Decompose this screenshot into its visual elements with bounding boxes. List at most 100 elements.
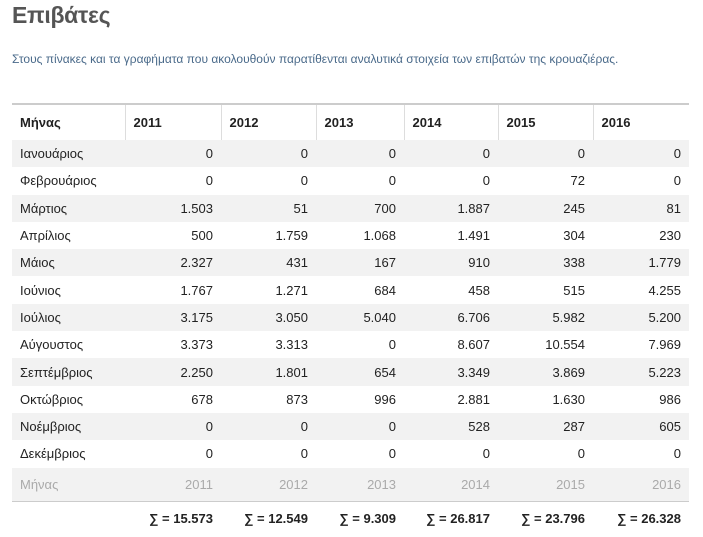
- table-row: Μάιος 2.327 431 167 910 338 1.779: [12, 249, 689, 277]
- value-cell: 0: [404, 140, 498, 168]
- value-cell: 0: [300, 446, 308, 462]
- value-cell: 304: [563, 228, 585, 244]
- month-cell: Σεπτέμβριος: [12, 358, 125, 386]
- table-row: Απρίλιος 500 1.759 1.068 1.491 304 230: [12, 222, 689, 249]
- total-cell: ∑ = 26.328: [593, 500, 689, 536]
- table-row: Σεπτέμβριος 2.250 1.801 654 3.349 3.869 5.223: [12, 358, 689, 386]
- table-row: Αύγουστος 3.373 3.313 0 8.607 10.554 7.969: [12, 331, 689, 358]
- column-header: 2012: [220, 103, 316, 140]
- month-cell: Αύγουστος: [20, 337, 84, 353]
- value-cell: 3.313: [275, 337, 308, 353]
- value-cell: 72: [570, 173, 585, 189]
- value-cell: 0: [593, 140, 689, 168]
- table-row: Νοέμβριος 0 0 0 528 287 605: [12, 412, 689, 441]
- value-cell: 654: [316, 358, 404, 386]
- value-cell: 700: [316, 194, 404, 222]
- value-cell: 0: [482, 173, 490, 189]
- table-row: Φεβρουάριος 0 0 0 0 72 0: [12, 167, 689, 194]
- value-cell: 2.881: [457, 391, 490, 407]
- month-cell: Οκτώβριος: [20, 391, 83, 407]
- value-cell: 230: [659, 228, 681, 244]
- value-cell: 0: [388, 173, 396, 189]
- column-header: 2016: [592, 103, 689, 140]
- value-cell: 2.250: [125, 358, 221, 386]
- value-cell: 605: [593, 412, 689, 441]
- month-cell: Απρίλιος: [20, 228, 71, 244]
- total-cell: ∑ = 26.817: [404, 500, 498, 536]
- value-cell: 287: [498, 412, 593, 441]
- total-cell: ∑ = 9.309: [316, 500, 404, 536]
- value-cell: 458: [468, 282, 490, 298]
- value-cell: 0: [125, 412, 221, 441]
- value-cell: 1.887: [404, 194, 498, 222]
- month-cell: Μάρτιος: [12, 194, 125, 222]
- value-cell: 3.373: [180, 337, 213, 353]
- value-cell: 0: [498, 140, 593, 168]
- value-cell: 0: [673, 446, 681, 462]
- value-cell: 0: [221, 412, 316, 441]
- value-cell: 0: [577, 446, 585, 462]
- table-row: Ιανουάριος 0 0 0 0 0 0: [12, 140, 689, 168]
- column-header: Μήνας: [12, 103, 125, 140]
- month-cell: Μάιος: [12, 249, 125, 277]
- value-cell: 1.801: [221, 358, 316, 386]
- table-row: Μάρτιος 1.503 51 700 1.887 245 81: [12, 194, 689, 222]
- totals-row: ∑ = 15.573 ∑ = 12.549 ∑ = 9.309 ∑ = 26.817 ∑…: [12, 500, 689, 536]
- intro-text: Στους πίνακες και τα γραφήματα που ακολο…: [12, 52, 619, 66]
- value-cell: 2.327: [125, 249, 221, 277]
- month-cell: Δεκέμβριος: [20, 446, 86, 462]
- value-cell: 1.759: [275, 228, 308, 244]
- value-cell: 81: [593, 194, 689, 222]
- value-cell: 431: [221, 249, 316, 277]
- value-cell: 0: [316, 412, 404, 441]
- page-title: Επιβάτες: [12, 2, 111, 28]
- column-header: 2013: [315, 103, 404, 140]
- value-cell: 338: [498, 249, 593, 277]
- value-cell: 0: [388, 446, 396, 462]
- column-header: 2011: [124, 103, 221, 140]
- value-cell: 3.349: [404, 358, 498, 386]
- value-cell: 684: [374, 282, 396, 298]
- value-cell: 986: [659, 391, 681, 407]
- value-cell: 0: [673, 173, 681, 189]
- footer-column-label: 2013: [316, 467, 404, 502]
- value-cell: 996: [374, 391, 396, 407]
- value-cell: 0: [388, 337, 396, 353]
- empty-cell: [12, 500, 125, 536]
- value-cell: 8.607: [457, 337, 490, 353]
- value-cell: 5.982: [498, 303, 593, 332]
- month-cell: Φεβρουάριος: [20, 173, 97, 189]
- value-cell: 528: [404, 412, 498, 441]
- value-cell: 167: [316, 249, 404, 277]
- value-cell: 0: [205, 173, 213, 189]
- total-cell: ∑ = 15.573: [125, 500, 221, 536]
- value-cell: 5.223: [593, 358, 689, 386]
- value-cell: 1.779: [593, 249, 689, 277]
- value-cell: 7.969: [648, 337, 681, 353]
- value-cell: 910: [404, 249, 498, 277]
- value-cell: 678: [191, 391, 213, 407]
- value-cell: 873: [286, 391, 308, 407]
- value-cell: 51: [221, 194, 316, 222]
- value-cell: 0: [125, 140, 221, 168]
- value-cell: 10.554: [545, 337, 585, 353]
- value-cell: 0: [482, 446, 490, 462]
- value-cell: 5.200: [593, 303, 689, 332]
- passengers-table: Μήνας 2011 2012 2013 2014 2015 2016 Ιανουάριος…: [12, 103, 689, 536]
- table-body: Ιανουάριος 0 0 0 0 0 0 Φεβρουάριος 0 0 0 0 72 0 Μάρτιο…: [12, 140, 689, 536]
- value-cell: 6.706: [404, 303, 498, 332]
- value-cell: 3.175: [125, 303, 221, 332]
- value-cell: 1.503: [125, 194, 221, 222]
- footer-column-label: 2011: [125, 467, 221, 502]
- column-header: 2014: [403, 103, 498, 140]
- footer-column-label: 2014: [404, 467, 498, 502]
- value-cell: 500: [191, 228, 213, 244]
- table-row: Ιούλιος 3.175 3.050 5.040 6.706 5.982 5.200: [12, 303, 689, 332]
- value-cell: 1.630: [552, 391, 585, 407]
- value-cell: 0: [316, 140, 404, 168]
- value-cell: 4.255: [648, 282, 681, 298]
- value-cell: 3.869: [498, 358, 593, 386]
- total-cell: ∑ = 12.549: [221, 500, 316, 536]
- value-cell: 1.068: [363, 228, 396, 244]
